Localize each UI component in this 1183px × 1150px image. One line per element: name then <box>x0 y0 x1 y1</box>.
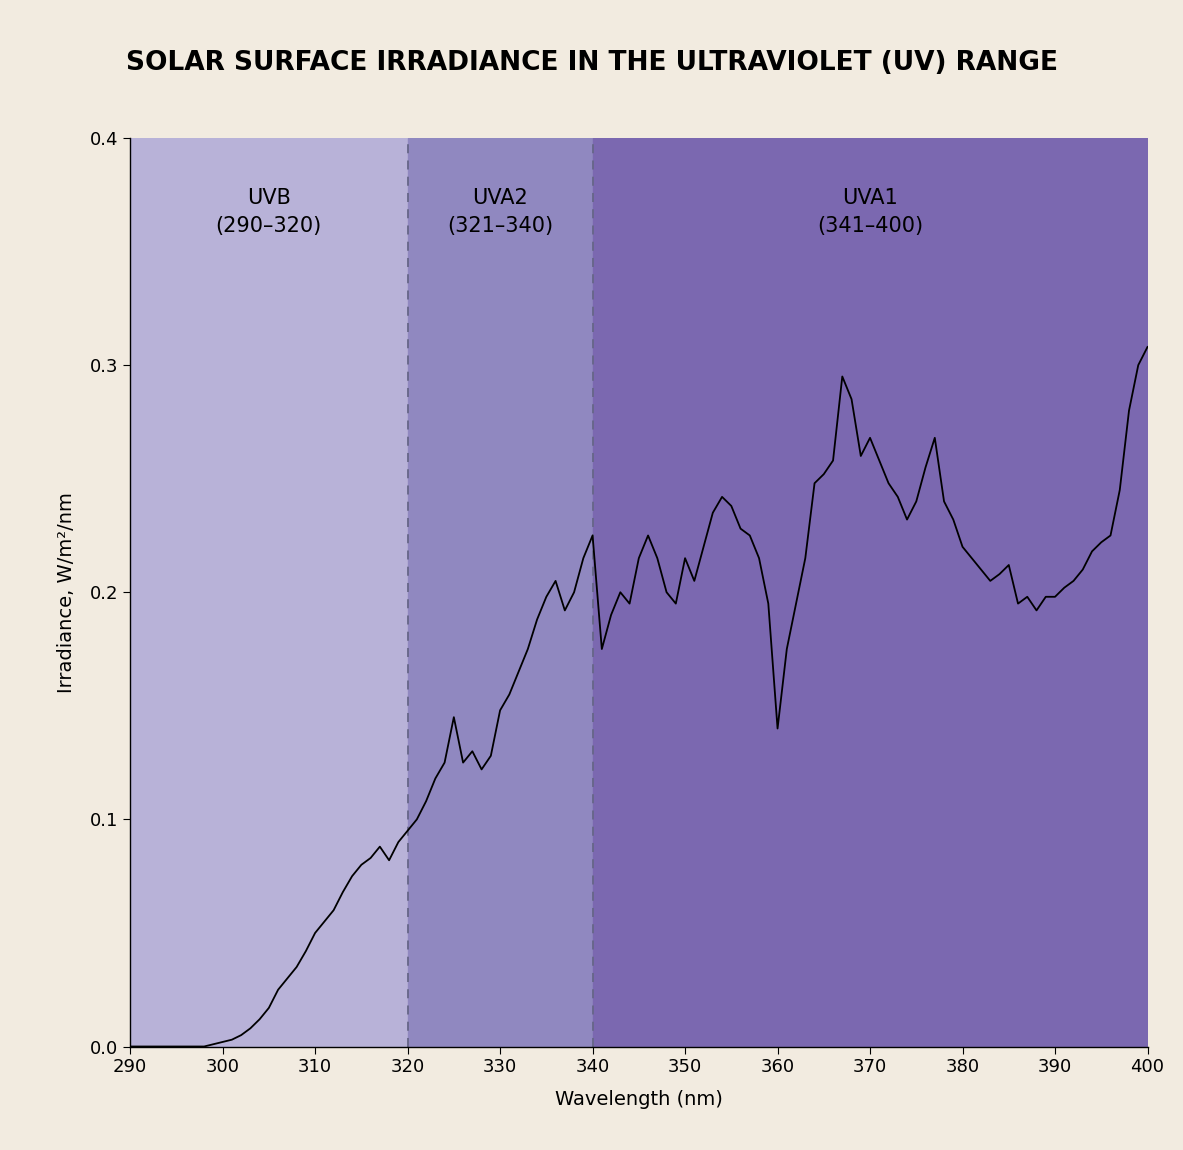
X-axis label: Wavelength (nm): Wavelength (nm) <box>555 1090 723 1110</box>
Y-axis label: Irradiance, W/m²/nm: Irradiance, W/m²/nm <box>57 492 76 692</box>
Bar <box>408 138 593 1046</box>
Text: UVA1
(341–400): UVA1 (341–400) <box>817 187 923 236</box>
Bar <box>593 138 1148 1046</box>
Bar <box>130 138 408 1046</box>
Text: UVB
(290–320): UVB (290–320) <box>215 187 322 236</box>
Text: UVA2
(321–340): UVA2 (321–340) <box>447 187 554 236</box>
Text: SOLAR SURFACE IRRADIANCE IN THE ULTRAVIOLET (UV) RANGE: SOLAR SURFACE IRRADIANCE IN THE ULTRAVIO… <box>125 51 1058 76</box>
